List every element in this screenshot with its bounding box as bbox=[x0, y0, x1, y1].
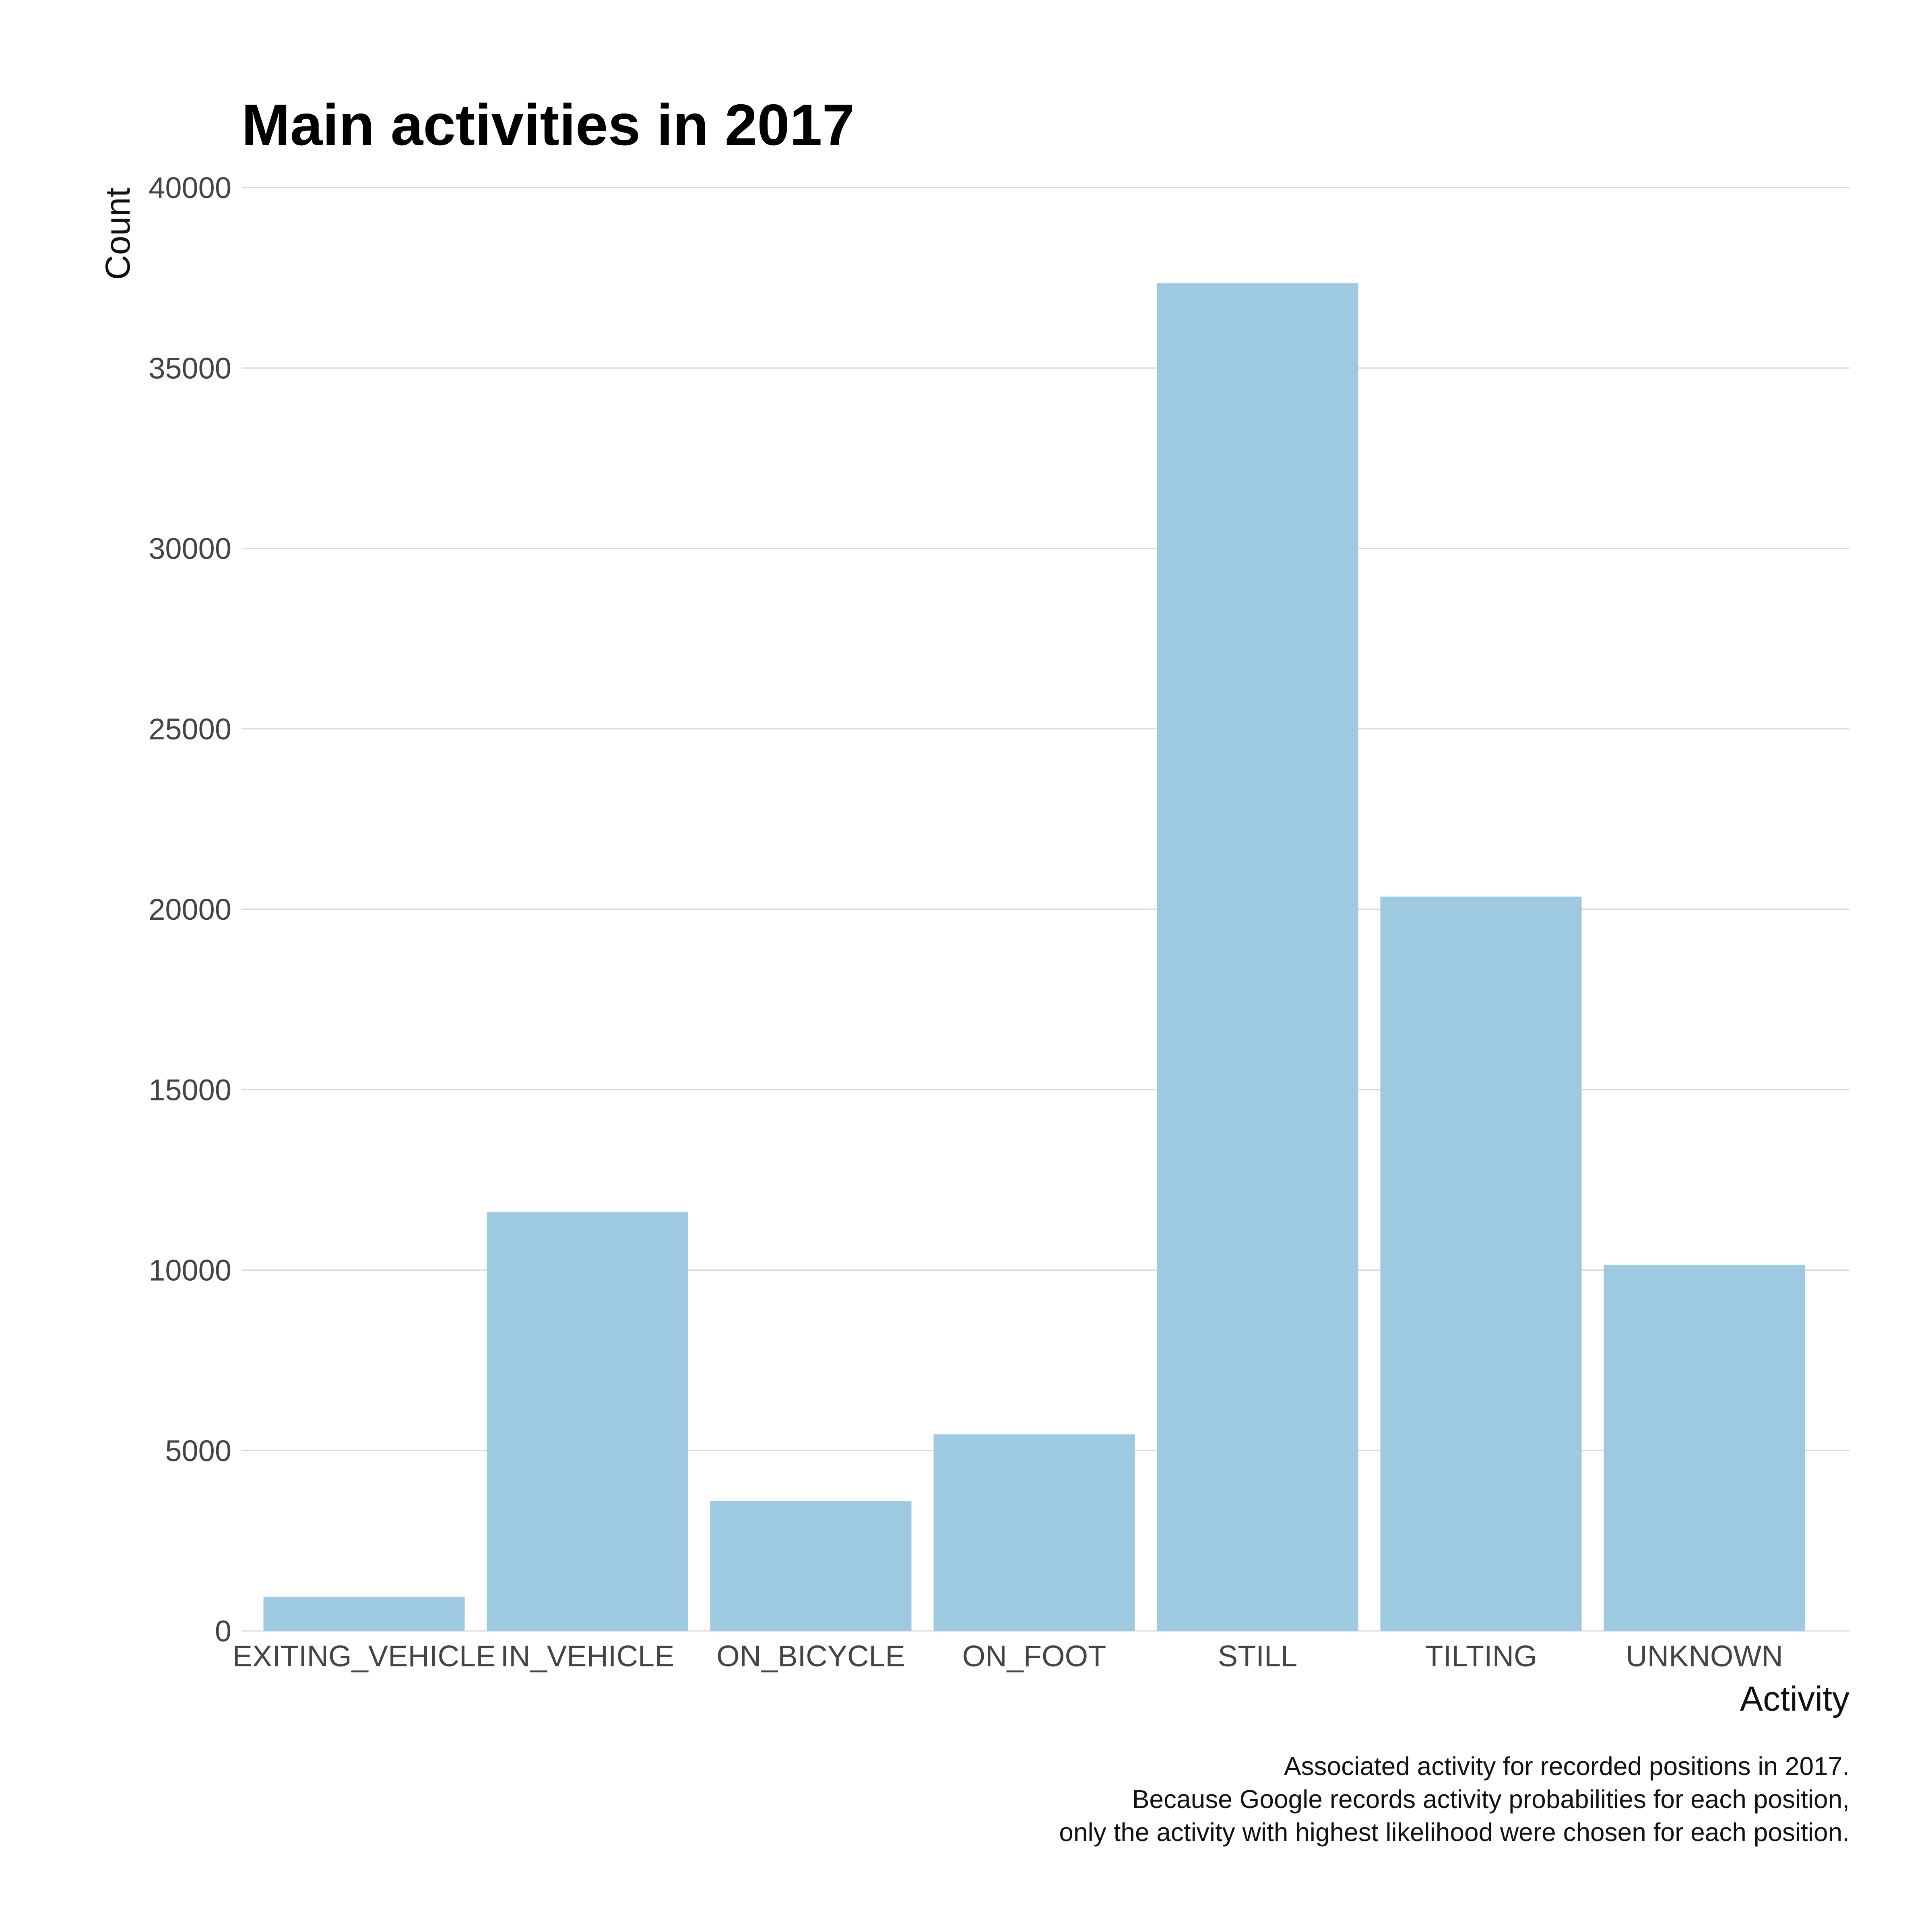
x-tick-label: EXITING_VEHICLE bbox=[233, 1639, 496, 1673]
caption-line-3: only the activity with highest likelihoo… bbox=[1059, 1818, 1849, 1847]
x-axis-ticks: EXITING_VEHICLE IN_VEHICLE ON_BICYCLE ON_FO… bbox=[233, 1639, 1783, 1673]
x-tick-label: TILTING bbox=[1425, 1639, 1537, 1673]
bar-tilting bbox=[1380, 896, 1582, 1631]
bar-exiting-vehicle bbox=[263, 1596, 465, 1631]
x-tick-label: IN_VEHICLE bbox=[501, 1639, 675, 1673]
y-tick-label: 30000 bbox=[149, 532, 231, 566]
y-axis-ticks: 0 5000 10000 15000 20000 25000 30000 35000 40000 bbox=[149, 171, 231, 1648]
bar-on-foot bbox=[933, 1434, 1135, 1631]
x-tick-label: ON_BICYCLE bbox=[716, 1639, 905, 1673]
y-tick-label: 40000 bbox=[149, 171, 231, 204]
y-tick-label: 5000 bbox=[165, 1434, 231, 1468]
caption-line-2: Because Google records activity probabil… bbox=[1132, 1785, 1849, 1814]
bars bbox=[263, 283, 1805, 1631]
chart-title: Main activities in 2017 bbox=[242, 92, 855, 157]
bar-on-bicycle bbox=[710, 1501, 912, 1631]
x-axis-label: Activity bbox=[1740, 1680, 1849, 1718]
x-tick-label: STILL bbox=[1218, 1639, 1297, 1673]
x-tick-label: ON_FOOT bbox=[962, 1639, 1106, 1673]
y-axis-label: Count bbox=[99, 188, 137, 280]
y-tick-label: 10000 bbox=[149, 1254, 231, 1287]
caption-line-1: Associated activity for recorded positio… bbox=[1284, 1752, 1849, 1781]
y-tick-label: 20000 bbox=[149, 893, 231, 926]
y-tick-label: 25000 bbox=[149, 712, 231, 746]
y-tick-label: 35000 bbox=[149, 351, 231, 385]
bar-in-vehicle bbox=[487, 1212, 688, 1631]
bar-still bbox=[1157, 283, 1358, 1631]
y-tick-label: 0 bbox=[215, 1614, 231, 1648]
caption: Associated activity for recorded positio… bbox=[1059, 1752, 1849, 1847]
y-tick-label: 15000 bbox=[149, 1073, 231, 1106]
bar-unknown bbox=[1604, 1265, 1805, 1631]
x-tick-label: UNKNOWN bbox=[1626, 1639, 1783, 1673]
